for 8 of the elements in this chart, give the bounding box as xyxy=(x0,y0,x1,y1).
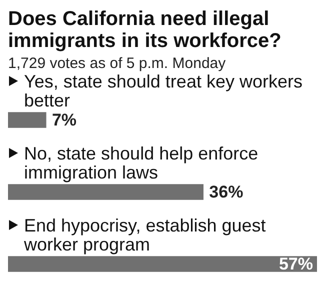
data-label: 57% xyxy=(278,254,313,274)
chart-title: Does California need illegal immigrants in its workforce? xyxy=(8,8,282,52)
y-tick-label: Yes, state should treat key workers better xyxy=(24,72,302,110)
data-label: 7% xyxy=(52,110,77,130)
data-label: 36% xyxy=(209,182,244,202)
chart-subtitle: 1,729 votes as of 5 p.m. Monday xyxy=(8,54,227,74)
y-tick-label: No, state should help enforce immigration laws xyxy=(24,144,258,182)
y-tick-label: End hypocrisy, establish guest worker program xyxy=(23,216,266,254)
